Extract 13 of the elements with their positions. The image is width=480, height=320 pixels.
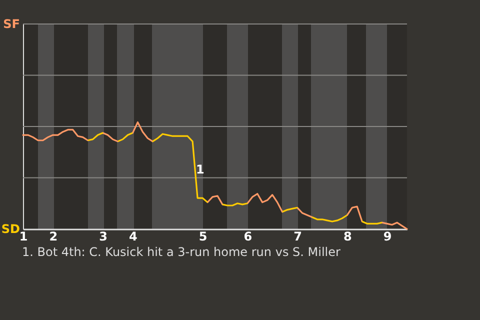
x-tick-label: 1: [19, 230, 28, 244]
x-tick-label: 5: [198, 230, 208, 244]
text: 1. Bot 4th: C. Kusick hit a 3-run home run vs S. Miller: [22, 244, 340, 260]
x-tick-label: 2: [49, 230, 58, 244]
x-tick-label: 3: [99, 230, 108, 244]
x-tick-label: 4: [129, 230, 138, 244]
text: SF: [3, 17, 20, 31]
text: SD: [1, 222, 20, 236]
annotation: 1: [196, 162, 204, 177]
x-tick-label: 6: [244, 230, 252, 244]
x-tick-label: 8: [343, 230, 352, 244]
x-tick-label: 9: [383, 230, 392, 244]
x-tick-label: 7: [294, 230, 302, 244]
